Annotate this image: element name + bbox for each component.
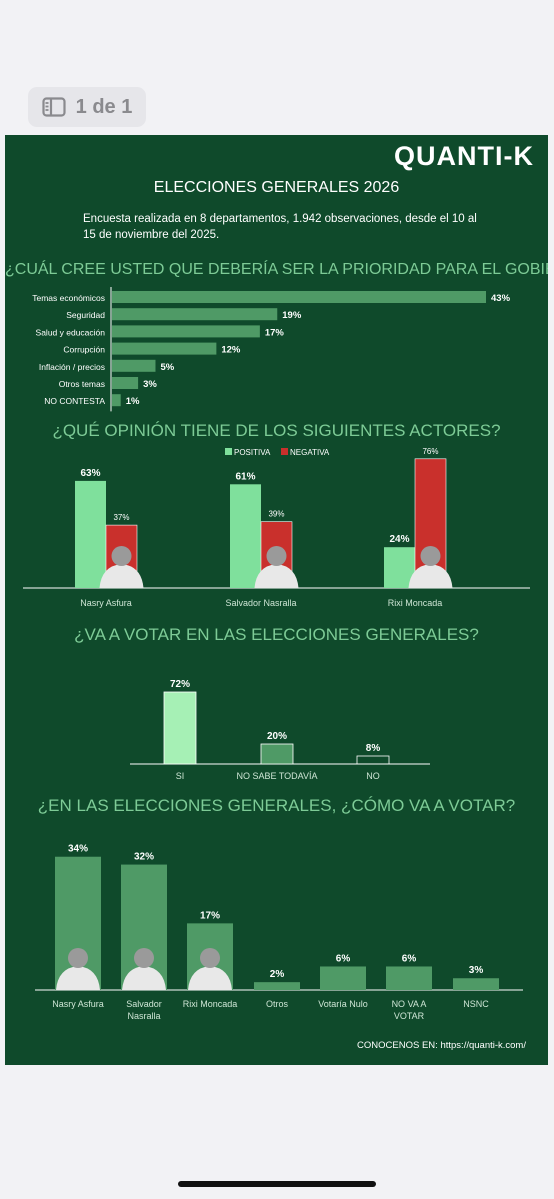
candidate-photo [408, 546, 453, 588]
legend-label-positive: POSITIVA [234, 448, 271, 457]
value-label-positive: 61% [235, 471, 255, 482]
footer-label: CONOCENOS EN: [357, 1040, 438, 1051]
candidate-photo [122, 948, 166, 990]
value-label: 12% [221, 345, 241, 356]
bar [112, 308, 278, 321]
category-label: NO SABE TODAVÍA [236, 771, 317, 781]
candidate-photo [99, 546, 144, 588]
category-label: Otros temas [59, 379, 105, 389]
infographic-subtitle: Encuesta realizada en 8 departamentos, 1… [83, 213, 477, 241]
question-priority: ¿CUÁL CREE USTED QUE DEBERÍA SER LA PRIO… [5, 261, 548, 278]
footer-url[interactable]: https://quanti-k.com/ [440, 1040, 526, 1051]
bar-positive [75, 480, 106, 588]
page-indicator[interactable]: 1 de 1 [28, 87, 146, 127]
value-label: 32% [134, 852, 154, 863]
value-label-positive: 63% [80, 468, 100, 479]
value-label: 3% [143, 379, 157, 390]
chart-priorities: Temas económicos 43% Seguridad 19% Salud y e… [32, 287, 511, 412]
legend-swatch-positive [225, 448, 232, 455]
category-label: Nasry Asfura [80, 598, 132, 608]
value-label: 3% [469, 965, 484, 976]
question-vote: ¿VA A VOTAR EN LAS ELECCIONES GENERALES? [74, 625, 479, 644]
value-label-negative: 39% [268, 510, 284, 519]
question-opinion: ¿QUÉ OPINIÓN TIENE DE LOS SIGUIENTES ACT… [52, 421, 501, 440]
category-label: Salud y educación [36, 327, 106, 337]
legend-swatch-negative [281, 448, 288, 455]
value-label: 6% [336, 953, 351, 964]
value-label: 17% [265, 327, 285, 338]
value-label-negative: 37% [113, 513, 129, 522]
category-label: Nasry Asfura [52, 999, 104, 1009]
bar [386, 966, 432, 990]
value-label: 8% [366, 743, 381, 754]
chart-vote-choice: 34% Nasry Asfura 32% Salvador Nasralla 17% Rix… [35, 844, 523, 1021]
category-label: NO [366, 771, 380, 781]
question-how-vote: ¿EN LAS ELECCIONES GENERALES, ¿CÓMO VA A… [37, 796, 516, 815]
value-label: 19% [282, 310, 302, 321]
bar [112, 359, 156, 372]
bar [112, 291, 486, 303]
category-label: Salvador Nasralla [225, 598, 296, 608]
value-label-negative: 76% [422, 447, 438, 456]
category-label: Otros [266, 999, 289, 1009]
bar [260, 743, 294, 765]
category-label: NO CONTESTA [44, 396, 105, 406]
category-label: Salvador Nasralla [126, 999, 162, 1021]
footer: CONOCENOS EN: https://quanti-k.com/ [357, 1040, 526, 1051]
infographic-title: ELECCIONES GENERALES 2026 [153, 179, 400, 196]
value-label: 20% [267, 731, 287, 742]
category-label: Temas económicos [32, 293, 105, 303]
value-label: 6% [402, 953, 417, 964]
home-indicator[interactable] [178, 1181, 376, 1187]
category-label: Votaría Nulo [318, 999, 368, 1009]
candidate-photo [56, 948, 100, 990]
category-label: Rixi Moncada [183, 999, 238, 1009]
category-label: NSNC [463, 999, 489, 1009]
legend-label-negative: NEGATIVA [290, 448, 330, 457]
category-label: Seguridad [66, 310, 105, 320]
bar-positive [230, 484, 261, 588]
value-label: 72% [170, 679, 190, 690]
category-label: Corrupción [63, 345, 105, 355]
bar [112, 342, 217, 355]
bar [112, 377, 139, 389]
category-label: Inflación / precios [39, 362, 105, 372]
bar [453, 978, 499, 990]
candidate-photo [254, 546, 299, 588]
category-label: NO VA A VOTAR [392, 999, 427, 1021]
sidebar-icon [42, 97, 66, 117]
value-label: 34% [68, 844, 88, 855]
candidate-photo [188, 948, 232, 990]
bar [112, 325, 260, 338]
value-label: 17% [200, 910, 220, 921]
value-label: 43% [491, 293, 511, 304]
category-label: SI [176, 771, 185, 781]
bar [163, 691, 197, 765]
bar [254, 982, 300, 990]
value-label: 5% [160, 362, 174, 373]
category-label: Rixi Moncada [388, 598, 443, 608]
value-label: 2% [270, 969, 285, 980]
bar [320, 966, 366, 990]
bar [356, 755, 390, 765]
page-count: 1 de 1 [75, 95, 133, 118]
value-label: 1% [126, 396, 140, 407]
bar [112, 394, 121, 407]
chart-vote-intention: 72% SI 20% NO SABE TODAVÍA 8% NO [130, 679, 430, 781]
brand-logo: QUANTI-K [394, 141, 534, 171]
infographic: QUANTI-K ELECCIONES GENERALES 2026 Encue… [5, 135, 548, 1065]
value-label-positive: 24% [389, 534, 409, 545]
chart-opinion: POSITIVA NEGATIVA 63% 37% Nasry Asfura 61% 39%… [23, 447, 530, 608]
